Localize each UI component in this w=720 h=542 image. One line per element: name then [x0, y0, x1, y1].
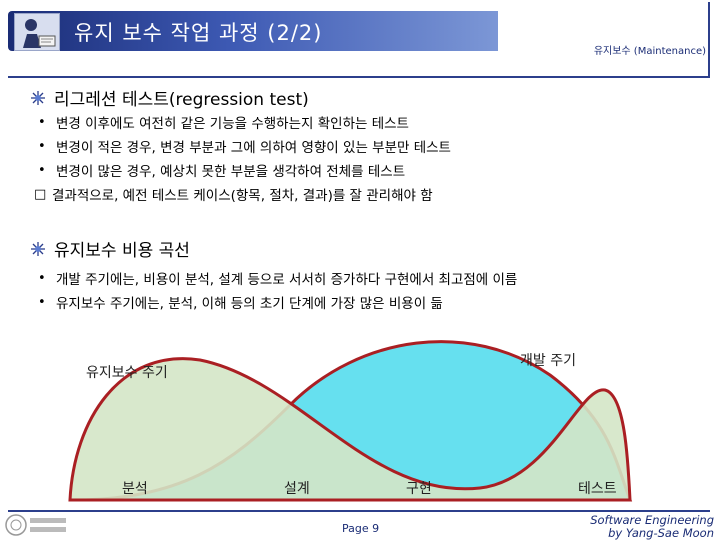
phase-label-implementation: 구현	[406, 481, 432, 497]
bullet-star-icon	[31, 241, 45, 256]
header-rule	[8, 76, 710, 78]
section-heading-cost-curve: 유지보수 비용 곡선	[30, 236, 190, 261]
list-item: • 개발 주기에는, 비용이 분석, 설계 등으로 서서히 증가하다 구현에서 …	[38, 268, 518, 289]
list-marker: •	[38, 270, 46, 286]
footer-rule	[8, 510, 710, 512]
university-logo-icon	[4, 512, 70, 538]
section-heading-text: 리그레션 테스트(regression test)	[54, 90, 309, 110]
phase-label-test: 테스트	[578, 481, 617, 497]
maintenance-cycle-curve	[68, 357, 632, 502]
credit-line-author: by Yang-Sae Moon	[608, 526, 714, 540]
cost-curve-diagram	[68, 340, 633, 502]
list-item: • 변경 이후에도 여전히 같은 기능을 수행하는지 확인하는 테스트	[38, 112, 409, 133]
list-item-text: 변경이 적은 경우, 변경 부분과 그에 의하여 영향이 있는 부분만 테스트	[56, 140, 451, 156]
list-item: □ 결과적으로, 예전 테스트 케이스(항목, 절차, 결과)를 잘 관리해야 …	[34, 184, 433, 205]
slide-title: 유지 보수 작업 과정 (2/2)	[74, 21, 323, 45]
presenter-logo-icon	[14, 13, 60, 51]
list-marker: •	[38, 294, 46, 310]
title-bar	[8, 11, 498, 51]
list-item-text: 결과적으로, 예전 테스트 케이스(항목, 절차, 결과)를 잘 관리해야 함	[52, 188, 433, 204]
list-marker: □	[34, 186, 47, 202]
list-marker: •	[38, 162, 46, 178]
header-side-rule	[708, 2, 710, 78]
maintenance-cycle-label: 유지보수 주기	[86, 365, 168, 381]
list-item: • 변경이 적은 경우, 변경 부분과 그에 의하여 영향이 있는 부분만 테스…	[38, 136, 451, 157]
list-item: • 유지보수 주기에는, 분석, 이해 등의 초기 단계에 가장 많은 비용이 …	[38, 292, 443, 313]
list-item-text: 개발 주기에는, 비용이 분석, 설계 등으로 서서히 증가하다 구현에서 최고…	[56, 272, 518, 288]
list-item-text: 변경 이후에도 여전히 같은 기능을 수행하는지 확인하는 테스트	[56, 116, 409, 132]
section-heading-text: 유지보수 비용 곡선	[54, 241, 190, 261]
development-cycle-label: 개발 주기	[520, 353, 576, 369]
list-marker: •	[38, 138, 46, 154]
list-item-text: 변경이 많은 경우, 예상치 못한 부분을 생각하여 전체를 테스트	[56, 164, 406, 180]
bullet-star-icon	[31, 90, 45, 105]
list-item: • 변경이 많은 경우, 예상치 못한 부분을 생각하여 전체를 테스트	[38, 160, 406, 181]
section-label: 유지보수 (Maintenance)	[593, 46, 706, 57]
phase-label-analysis: 분석	[122, 481, 148, 497]
phase-label-design: 설계	[284, 481, 310, 497]
course-credit: Software Engineering by Yang-Sae Moon	[590, 514, 714, 540]
list-item-text: 유지보수 주기에는, 분석, 이해 등의 초기 단계에 가장 많은 비용이 듦	[56, 296, 443, 312]
section-heading-regression: 리그레션 테스트(regression test)	[30, 85, 309, 110]
credit-line-course: Software Engineering	[590, 513, 714, 527]
page-number: Page 9	[342, 522, 380, 535]
list-marker: •	[38, 114, 46, 130]
